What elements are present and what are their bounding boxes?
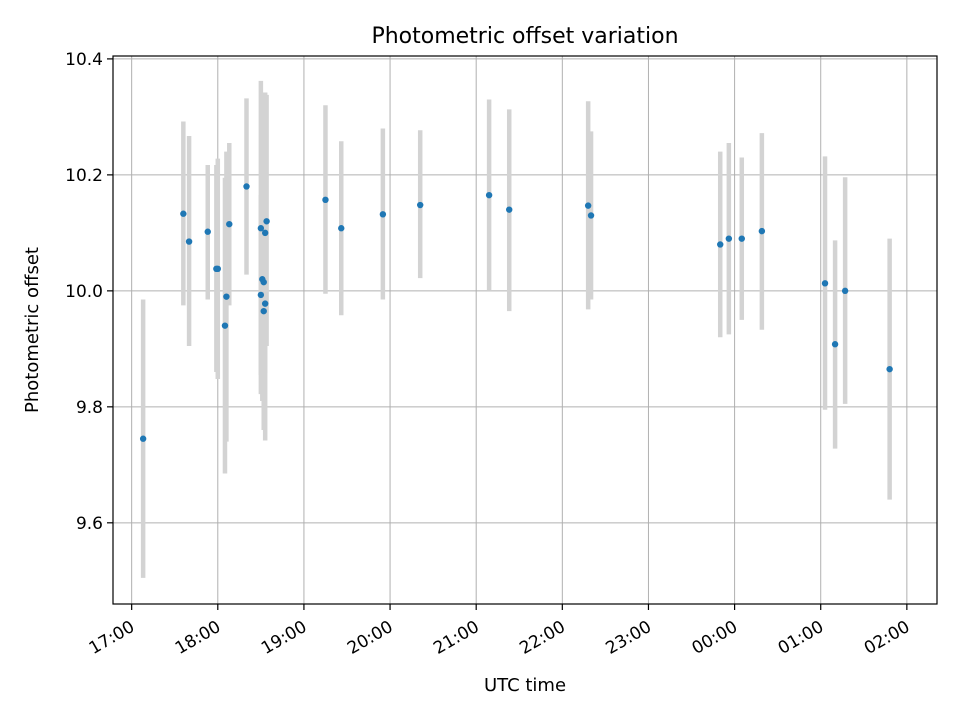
data-point [587, 212, 595, 219]
data-point [886, 365, 893, 373]
y-tick-label: 10.2 [65, 166, 103, 186]
data-point [322, 196, 329, 204]
data-point [485, 191, 493, 199]
data-point [260, 278, 267, 286]
y-gridlines [113, 58, 937, 524]
y-tick-label: 9.8 [76, 398, 103, 418]
data-point [260, 307, 267, 315]
data-point [223, 293, 230, 300]
data-point [584, 202, 592, 209]
data-point [214, 265, 221, 273]
y-tick-label: 10.4 [65, 50, 103, 70]
data-point [221, 322, 229, 329]
data-point [831, 341, 839, 348]
data-point [185, 238, 193, 245]
data-point [261, 229, 269, 237]
data-point [204, 228, 211, 235]
data-point [338, 225, 345, 232]
data-point [725, 235, 733, 242]
x-axis-label: UTC time [484, 675, 566, 696]
data-point [758, 227, 766, 235]
data-point [841, 287, 849, 295]
data-point [261, 300, 269, 307]
data-point [717, 241, 724, 248]
data-point [226, 220, 233, 228]
data-point [821, 280, 829, 287]
data-point [257, 225, 265, 232]
data-point [506, 206, 513, 213]
y-axis-ticks: 9.6 9.8 10.0 10.2 10.4 [65, 50, 113, 534]
y-tick-label: 9.6 [76, 514, 103, 534]
data-point [243, 183, 250, 190]
data-point [139, 435, 147, 442]
data-points [139, 183, 893, 442]
y-tick-label: 10.0 [65, 282, 103, 302]
data-point [180, 210, 187, 217]
data-point [417, 201, 424, 209]
y-axis-label: Photometric offset [22, 247, 43, 413]
data-point [738, 235, 745, 242]
data-point [263, 218, 270, 225]
chart-title: Photometric offset variation [371, 24, 678, 49]
data-point [257, 291, 265, 299]
plot-frame [112, 55, 938, 605]
data-point [379, 211, 387, 218]
